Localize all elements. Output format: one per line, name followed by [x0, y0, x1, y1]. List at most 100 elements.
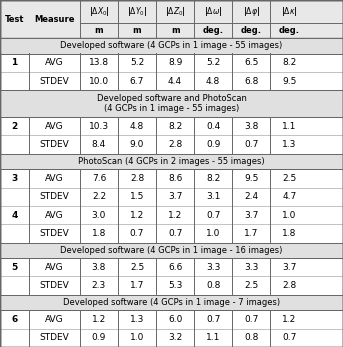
Text: 1.5: 1.5	[130, 192, 144, 201]
Text: 3: 3	[11, 174, 18, 183]
Text: 0.7: 0.7	[206, 211, 220, 220]
Text: 1.0: 1.0	[130, 333, 144, 342]
Text: 0.9: 0.9	[92, 333, 106, 342]
Text: 8.2: 8.2	[282, 58, 296, 67]
Text: 4.8: 4.8	[130, 122, 144, 131]
Text: Developed software (4 GCPs in 1 image - 7 images): Developed software (4 GCPs in 1 image - …	[63, 298, 280, 307]
Text: 3.3: 3.3	[244, 263, 258, 272]
Text: Developed software (4 GCPs in 1 image - 7 images): Developed software (4 GCPs in 1 image - …	[63, 298, 280, 307]
Bar	[1, 243, 342, 258]
Text: |$\Delta Y_0$|: |$\Delta Y_0$|	[127, 5, 147, 18]
Bar	[0, 117, 343, 135]
Text: 0.8: 0.8	[244, 333, 258, 342]
Text: STDEV: STDEV	[40, 333, 69, 342]
Bar	[0, 206, 343, 224]
Text: 1: 1	[11, 58, 18, 67]
Text: 1.3: 1.3	[130, 315, 144, 324]
Bar	[0, 53, 343, 72]
Text: 3.3: 3.3	[206, 263, 220, 272]
Text: 2.5: 2.5	[130, 263, 144, 272]
Text: Developed software (4 GCPs in 1 image - 16 images): Developed software (4 GCPs in 1 image - …	[60, 246, 283, 255]
Text: 3.8: 3.8	[92, 263, 106, 272]
Text: 2.8: 2.8	[282, 281, 296, 290]
Text: 4: 4	[11, 211, 18, 220]
Text: 4.4: 4.4	[168, 77, 182, 86]
Text: 1.2: 1.2	[92, 315, 106, 324]
Text: deg.: deg.	[241, 26, 262, 35]
Text: 5: 5	[11, 263, 18, 272]
Text: PhotoScan (4 GCPs in 2 images - 55 images): PhotoScan (4 GCPs in 2 images - 55 image…	[78, 157, 265, 166]
Text: 8.2: 8.2	[206, 174, 220, 183]
Text: 2.3: 2.3	[92, 281, 106, 290]
Text: 3.8: 3.8	[244, 122, 258, 131]
Text: 0.4: 0.4	[206, 122, 220, 131]
Text: 2.2: 2.2	[92, 192, 106, 201]
Bar	[0, 38, 343, 53]
Bar	[0, 310, 343, 329]
Text: AVG: AVG	[45, 58, 64, 67]
Bar	[0, 72, 343, 90]
Text: m: m	[133, 26, 141, 35]
Text: 6.6: 6.6	[168, 263, 182, 272]
Text: 0.7: 0.7	[244, 315, 258, 324]
Text: |$\Delta\varphi$|: |$\Delta\varphi$|	[243, 5, 260, 18]
Text: PhotoScan (4 GCPs in 2 images - 55 images): PhotoScan (4 GCPs in 2 images - 55 image…	[78, 157, 265, 166]
Bar	[0, 243, 343, 258]
Text: AVG: AVG	[45, 315, 64, 324]
Text: AVG: AVG	[45, 174, 64, 183]
Text: |$\Delta Z_0$|: |$\Delta Z_0$|	[165, 5, 186, 18]
Text: 1.1: 1.1	[206, 333, 220, 342]
Text: 13.8: 13.8	[89, 58, 109, 67]
Text: 2.5: 2.5	[244, 281, 258, 290]
Bar	[1, 295, 342, 310]
Text: 1.8: 1.8	[92, 229, 106, 238]
Text: 6.8: 6.8	[244, 77, 258, 86]
Text: m: m	[95, 26, 103, 35]
Text: 10.0: 10.0	[89, 77, 109, 86]
Text: 3.7: 3.7	[244, 211, 258, 220]
Text: 1.7: 1.7	[244, 229, 258, 238]
Bar	[1, 91, 342, 117]
Text: 2.5: 2.5	[282, 174, 296, 183]
Bar	[0, 329, 343, 347]
Text: deg.: deg.	[203, 26, 224, 35]
Text: 4.8: 4.8	[206, 77, 220, 86]
Text: 1.1: 1.1	[282, 122, 296, 131]
Text: 10.3: 10.3	[89, 122, 109, 131]
Text: Measure: Measure	[34, 15, 75, 24]
Text: 8.6: 8.6	[168, 174, 182, 183]
Text: 3.2: 3.2	[168, 333, 182, 342]
Bar	[0, 224, 343, 243]
Text: m: m	[171, 26, 179, 35]
Bar	[1, 154, 342, 169]
Text: 3.1: 3.1	[206, 192, 220, 201]
Text: AVG: AVG	[45, 211, 64, 220]
Text: 2.4: 2.4	[244, 192, 258, 201]
Text: Test: Test	[5, 15, 24, 24]
Text: Developed software (4 GCPs in 1 image - 55 images): Developed software (4 GCPs in 1 image - …	[60, 41, 283, 50]
Text: AVG: AVG	[45, 263, 64, 272]
Text: 1.2: 1.2	[168, 211, 182, 220]
Text: 0.7: 0.7	[282, 333, 296, 342]
Text: 7.6: 7.6	[92, 174, 106, 183]
Bar	[0, 258, 343, 277]
Text: 0.7: 0.7	[206, 315, 220, 324]
Text: 0.7: 0.7	[168, 229, 182, 238]
Bar	[1, 39, 342, 53]
Text: 1.2: 1.2	[130, 211, 144, 220]
Text: 1.7: 1.7	[130, 281, 144, 290]
Text: 8.2: 8.2	[168, 122, 182, 131]
Text: 1.0: 1.0	[282, 211, 296, 220]
Bar	[0, 188, 343, 206]
Text: 5.3: 5.3	[168, 281, 182, 290]
Bar	[0, 154, 343, 169]
Text: 6.0: 6.0	[168, 315, 182, 324]
Text: 1.0: 1.0	[206, 229, 220, 238]
Text: 9.5: 9.5	[282, 77, 296, 86]
Text: 5.2: 5.2	[206, 58, 220, 67]
Text: 0.7: 0.7	[130, 229, 144, 238]
Text: 6.7: 6.7	[130, 77, 144, 86]
Text: 0.9: 0.9	[206, 140, 220, 149]
Text: 2.8: 2.8	[130, 174, 144, 183]
Bar	[0, 135, 343, 154]
